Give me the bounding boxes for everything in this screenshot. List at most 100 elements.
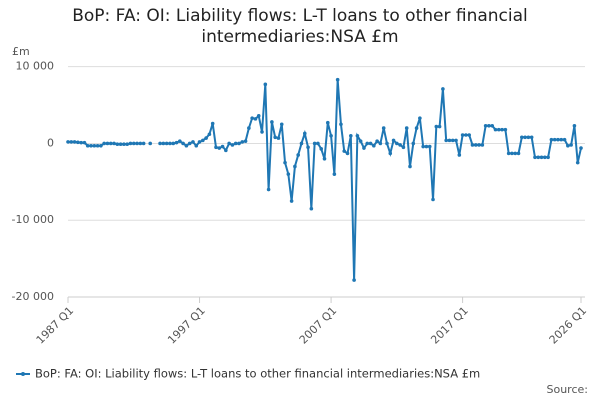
- data-point: [108, 141, 113, 146]
- data-point: [276, 136, 281, 140]
- data-point: [174, 140, 179, 145]
- data-point: [148, 141, 153, 146]
- data-point: [503, 127, 508, 132]
- data-point: [395, 141, 399, 146]
- data-point: [247, 126, 251, 130]
- data-point: [322, 157, 327, 161]
- data-point: [125, 142, 129, 147]
- data-point: [178, 139, 182, 143]
- data-point: [122, 142, 126, 147]
- data-point: [237, 141, 241, 146]
- data-point: [549, 137, 554, 142]
- data-point: [444, 138, 448, 143]
- data-point: [546, 155, 550, 160]
- data-point: [243, 139, 248, 143]
- data-point: [490, 123, 495, 128]
- data-point: [414, 126, 419, 130]
- data-point: [164, 141, 169, 146]
- data-point: [197, 140, 202, 144]
- data-point: [220, 144, 225, 149]
- data-point: [526, 135, 531, 140]
- data-point: [467, 133, 471, 137]
- data-point: [115, 142, 120, 147]
- data-point: [378, 141, 383, 146]
- data-point: [89, 143, 93, 148]
- data-point: [250, 116, 254, 120]
- legend-marker: [21, 372, 25, 376]
- data-point: [233, 141, 238, 146]
- data-point: [138, 141, 143, 146]
- data-point: [388, 151, 393, 156]
- data-point: [329, 133, 333, 138]
- data-point: [539, 155, 544, 160]
- data-point: [404, 126, 409, 130]
- data-point: [158, 141, 162, 146]
- data-point: [279, 122, 284, 127]
- data-point: [566, 143, 570, 148]
- data-point: [99, 143, 103, 148]
- data-point: [131, 141, 136, 146]
- data-point: [201, 138, 205, 143]
- data-point: [424, 144, 429, 149]
- data-point: [319, 147, 324, 151]
- data-point: [454, 138, 458, 143]
- data-point: [289, 199, 294, 203]
- data-point: [421, 144, 425, 149]
- data-point: [520, 135, 524, 140]
- data-point: [391, 138, 396, 143]
- data-point: [253, 117, 258, 121]
- data-point: [529, 135, 534, 140]
- data-point: [79, 140, 83, 145]
- data-point: [82, 140, 87, 145]
- data-point: [72, 140, 77, 144]
- data-point: [345, 151, 350, 156]
- data-point: [559, 137, 564, 142]
- data-point: [342, 149, 347, 153]
- data-point: [506, 151, 511, 156]
- data-point: [325, 120, 330, 125]
- data-point: [411, 141, 416, 146]
- data-point: [431, 197, 435, 202]
- x-tick-label: 2017 Q1: [428, 304, 471, 347]
- x-tick-label: 2007 Q1: [297, 304, 340, 347]
- data-point: [171, 141, 176, 146]
- data-point: [293, 164, 297, 169]
- data-point: [92, 143, 97, 148]
- data-point: [398, 143, 402, 147]
- data-point: [447, 138, 452, 143]
- data-point: [260, 130, 264, 134]
- data-point: [477, 143, 481, 147]
- data-point: [302, 131, 307, 136]
- data-point: [102, 141, 106, 146]
- data-point: [483, 123, 488, 128]
- data-point: [375, 139, 379, 143]
- y-tick-label: -10 000: [12, 213, 54, 226]
- data-point: [168, 141, 172, 146]
- data-point: [552, 137, 557, 142]
- data-point: [510, 151, 514, 156]
- data-point: [316, 141, 320, 146]
- y-tick-label: 10 000: [16, 60, 55, 73]
- data-point: [128, 141, 133, 146]
- data-point: [141, 141, 146, 146]
- data-point: [556, 137, 560, 142]
- data-point: [579, 146, 583, 150]
- data-point: [112, 141, 116, 146]
- data-point: [358, 139, 363, 143]
- chart-title: BoP: FA: OI: Liability flows: L-T loans …: [72, 6, 528, 47]
- data-point: [309, 206, 314, 211]
- data-point: [184, 143, 189, 148]
- data-point: [368, 141, 373, 146]
- data-point: [339, 122, 343, 127]
- data-point: [187, 141, 192, 146]
- data-point: [401, 145, 406, 150]
- data-point: [480, 143, 485, 147]
- data-point: [434, 124, 439, 129]
- data-point: [95, 143, 100, 148]
- data-point: [76, 140, 80, 145]
- data-point: [562, 137, 567, 142]
- data-point: [533, 155, 537, 160]
- data-point: [266, 187, 271, 192]
- data-point: [464, 133, 468, 137]
